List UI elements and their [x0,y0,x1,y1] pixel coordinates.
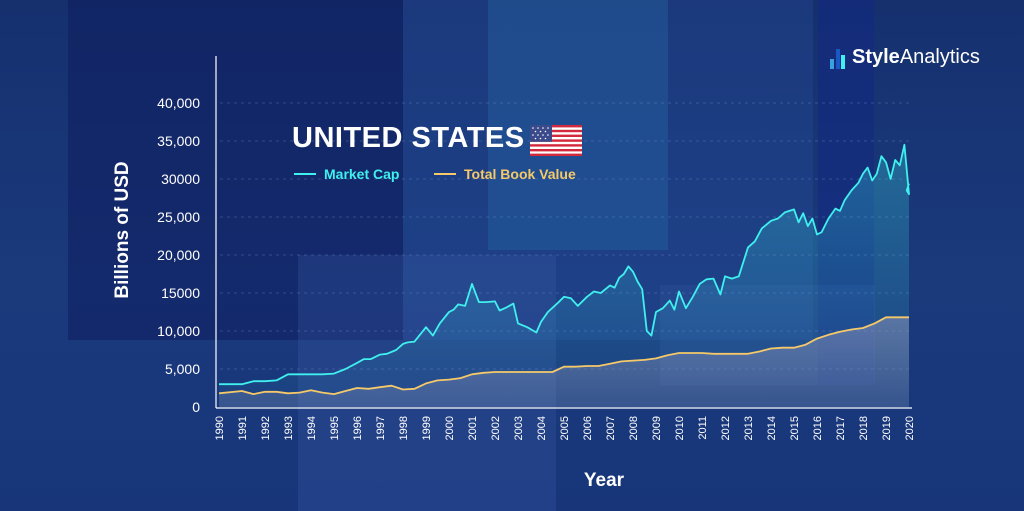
x-tick-label: 2003 [513,416,525,440]
x-tick-label: 2017 [835,416,847,440]
x-tick-label: 2015 [789,416,801,440]
x-tick-label: 2010 [674,416,686,440]
y-tick-label: 20,000 [157,247,200,263]
y-tick-label: 15000 [161,285,200,301]
legend-swatch [434,173,456,175]
x-tick-label: 2011 [697,416,709,440]
logo-bars-icon [830,47,846,69]
x-tick-label: 2013 [743,416,755,440]
y-tick-labels: 0 5,000 10,000 15000 20,000 25,000 30000 35,000… [157,95,200,415]
y-tick-label: 35,000 [157,133,200,149]
y-axis-title: Billions of USD [112,161,133,298]
legend-label: Total Book Value [464,166,576,182]
market-cap-line [219,143,910,386]
brand-logo: StyleAnalytics [830,46,980,69]
x-tick-label: 1995 [329,416,341,440]
y-tick-label: 30000 [161,171,200,187]
legend-item-total-book-value: Total Book Value [434,166,576,182]
legend-label: Market Cap [324,166,400,182]
y-tick-label: 25,000 [157,209,200,225]
x-tick-label: 2012 [720,416,732,440]
legend-item-market-cap: Market Cap [294,166,399,182]
chart-title: UNITED STATES [292,122,525,154]
x-tick-label: 1994 [306,416,318,440]
y-tick-label: 40,000 [157,95,200,111]
x-tick-label: 1997 [375,416,387,440]
x-tick-label: 2005 [559,416,571,440]
x-tick-label: 1996 [352,416,364,440]
x-tick-label: 2014 [766,416,778,440]
x-tick-label: 2018 [858,416,870,440]
x-tick-label: 1990 [214,416,226,440]
background-panel [68,0,403,340]
x-tick-label: 2009 [651,416,663,440]
book-value-area [219,317,909,407]
x-axis-title: Year [584,470,625,491]
x-tick-label: 2008 [628,416,640,440]
book-value-line [218,316,909,396]
x-tick-label: 2000 [444,416,456,440]
y-tick-label: 10,000 [157,323,200,339]
legend-swatch [294,173,316,175]
us-flag-icon [530,125,582,156]
x-tick-label: 2016 [812,416,824,440]
x-tick-label: 2007 [605,416,617,440]
x-tick-label: 2019 [881,416,893,440]
x-tick-label: 1999 [421,416,433,440]
x-tick-label: 2004 [536,416,548,440]
x-tick-label: 2001 [467,416,479,440]
x-tick-label: 2002 [490,416,502,440]
brand-name: StyleAnalytics [852,46,980,68]
x-tick-label: 1993 [283,416,295,440]
y-tick-label: 5,000 [165,361,200,377]
x-tick-label: 1998 [398,416,410,440]
x-tick-labels: 1990 1991 1992 1993 1994 1995 1996 1997 1998 1999… [214,416,916,440]
series-lines [218,143,910,396]
market-cap-area [219,144,909,408]
y-tick-label: 0 [192,399,200,415]
x-tick-label: 2020 [904,416,916,440]
x-tick-label: 2006 [582,416,594,440]
x-tick-label: 1991 [237,416,249,440]
area-fills [219,144,909,408]
x-tick-label: 1992 [260,416,272,440]
